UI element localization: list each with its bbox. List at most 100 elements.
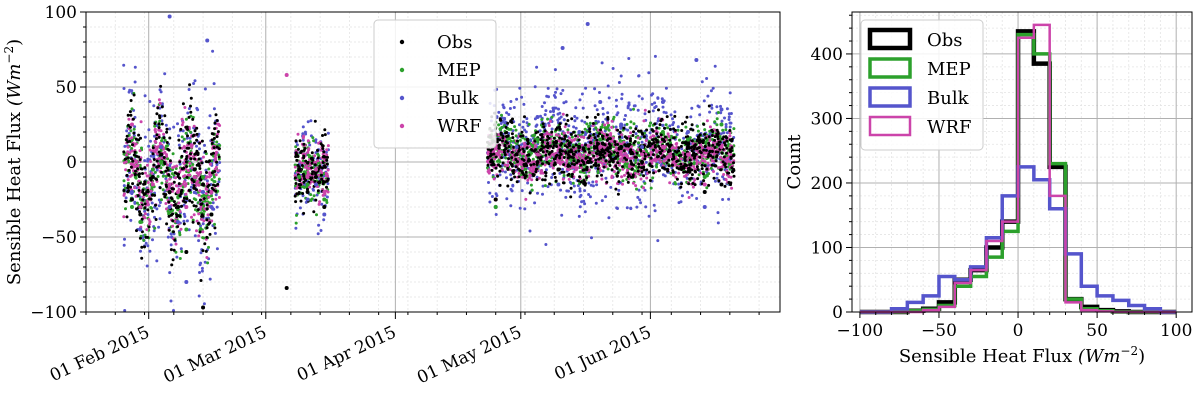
scatter-point-obs [190,200,194,204]
scatter-point-obs [643,154,647,158]
scatter-point-mep [643,181,647,185]
scatter-point-bulk [724,123,728,126]
scatter-point-wrf [693,178,697,182]
scatter-point-wrf [155,147,159,151]
scatter-point-wrf [712,170,715,173]
scatter-point-obs [152,163,156,167]
scatter-point-bulk [725,131,729,135]
scatter-point-obs [534,148,537,152]
scatter-point-bulk [724,125,728,129]
scatter-point-wrf [625,168,629,172]
scatter-point-mep [191,163,195,166]
scatter-point-obs [637,129,640,133]
scatter-point-obs [191,220,195,224]
scatter-point-bulk [661,173,665,177]
scatter-point-mep [164,174,168,178]
scatter-point-bulk [509,204,513,208]
scatter-point-obs [133,150,137,154]
scatter-point-wrf [180,117,184,121]
scatter-point-wrf [563,125,567,129]
scatter-point-wrf [654,159,658,163]
scatter-point-bulk [601,120,605,124]
scatter-point-bulk [653,54,657,58]
scatter-point-bulk [562,101,566,105]
scatter-point-mep [294,145,298,149]
scatter-point-mep [649,121,652,125]
scatter-point-obs [711,143,715,147]
scatter-point-bulk [182,212,186,216]
scatter-point-obs [177,138,181,142]
scatter-point-bulk [306,120,310,124]
scatter-point-mep [486,166,489,170]
scatter-point-bulk [168,127,172,131]
scatter-point-wrf [595,154,599,158]
scatter-point-bulk [520,189,524,193]
scatter-point-bulk [575,116,579,120]
scatter-point-obs [196,153,200,156]
scatter-point-obs [138,158,142,162]
scatter-point-obs [618,135,622,139]
scatter-point-obs [616,151,620,155]
scatter-point-mep [706,138,709,142]
scatter-point-bulk [204,168,208,172]
scatter-point-mep [696,129,700,133]
scatter-point-bulk [301,132,305,136]
scatter-point-bulk [322,218,326,222]
scatter-point-mep [521,154,525,158]
scatter-point-mep [707,172,711,176]
scatter-point-wrf [698,161,702,165]
scatter-point-wrf [695,162,699,166]
scatter-point-mep [312,194,316,198]
scatter-point-obs [597,163,601,167]
scatter-point-obs [611,160,615,164]
scatter-point-obs [502,148,506,152]
scatter-point-wrf [180,146,184,150]
scatter-point-mep [651,176,655,180]
scatter-point-bulk [526,181,530,185]
scatter-point-obs [712,176,716,180]
scatter-point-obs [514,165,518,169]
scatter-point-obs [306,187,309,191]
scatter-point-mep [514,128,518,132]
scatter-point-wrf [631,181,635,185]
scatter-point-obs [592,154,596,158]
scatter-point-obs [553,161,557,165]
scatter-point-wrf [165,188,169,192]
scatter-point-mep [594,121,598,125]
scatter-point-obs [616,128,620,132]
scatter-point-obs [608,146,612,150]
scatter-point-obs [650,128,654,132]
scatter-point-obs [325,185,328,189]
scatter-point-obs [167,228,171,232]
scatter-point-mep [724,128,728,132]
scatter-point-bulk [123,237,126,241]
scatter-point-obs [633,140,637,143]
scatter-point-obs [559,152,563,156]
scatter-point-obs [595,174,599,178]
scatter-point-bulk [584,86,588,90]
scatter-point-bulk [553,106,556,110]
scatter-point-obs [157,164,161,168]
scatter-point-obs [313,163,317,167]
scatter-point-obs [683,159,687,163]
scatter-point-bulk [561,88,565,92]
scatter-point-bulk [129,218,133,222]
scatter-point-wrf [157,128,161,132]
scatter-point-obs [152,158,156,161]
scatter-point-obs [298,186,302,190]
scatter-point-bulk [668,124,672,128]
scatter-point-wrf [727,175,731,179]
scatter-point-obs [185,155,189,158]
scatter-point-wrf [566,130,570,134]
scatter-point-bulk [677,182,681,186]
scatter-point-bulk [574,106,578,110]
scatter-point-wrf [591,124,595,128]
scatter-point-wrf [214,157,218,161]
scatter-point-obs [546,141,550,145]
scatter-point-mep [184,117,188,121]
scatter-point-obs [208,232,212,236]
scatter-point-mep [143,233,147,237]
scatter-point-bulk [578,98,582,102]
scatter-point-mep [632,122,636,126]
scatter-point-obs [141,188,145,192]
